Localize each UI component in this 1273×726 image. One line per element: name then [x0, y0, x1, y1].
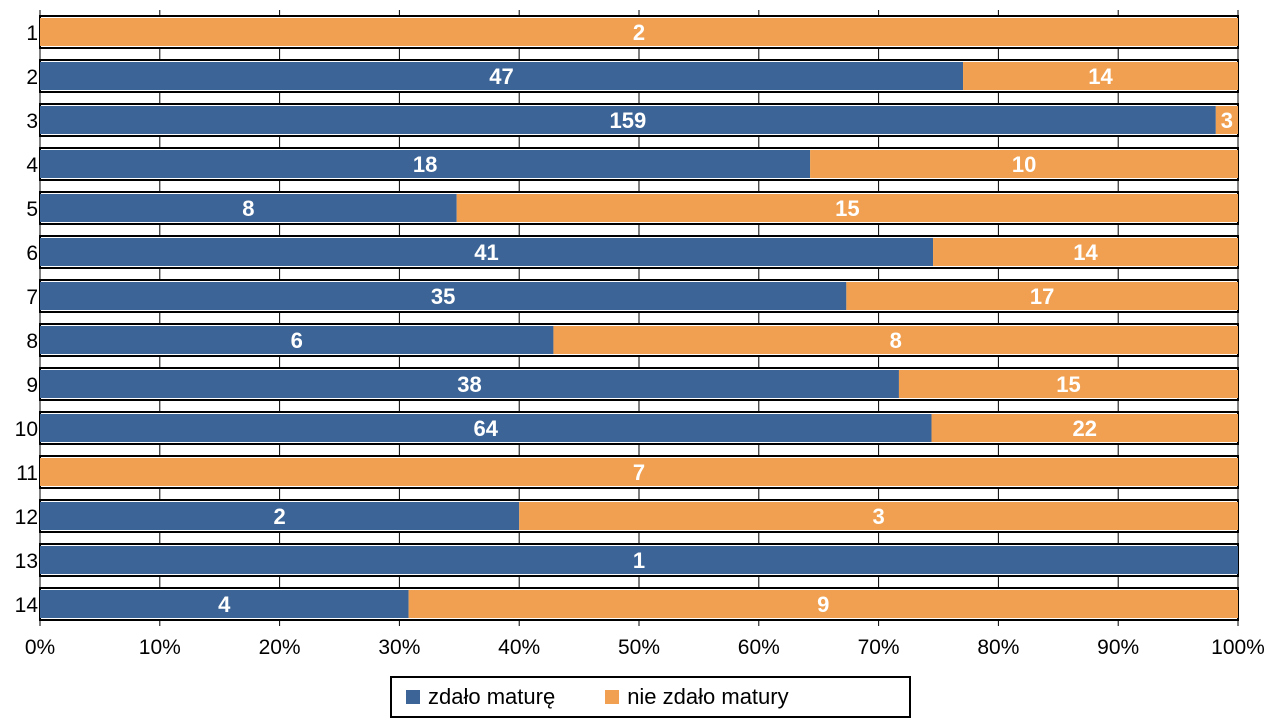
- legend-item-passed: zdało maturę: [406, 684, 555, 710]
- bar-failed-6: [933, 238, 1238, 266]
- bar-failed-9: [898, 370, 1238, 398]
- x-tick-label-70: 70%: [858, 636, 900, 659]
- category-label-5: 5: [26, 198, 38, 221]
- data-label-passed-12: 2: [273, 504, 285, 529]
- bar-passed-3: [40, 106, 1216, 134]
- category-label-7: 7: [26, 286, 38, 309]
- bar-passed-7: [40, 282, 847, 310]
- bar-failed-3: [1215, 106, 1238, 134]
- data-label-passed-9: 38: [457, 372, 481, 397]
- bar-failed-2: [963, 62, 1238, 90]
- data-label-passed-10: 64: [474, 416, 499, 441]
- data-label-failed-7: 17: [1030, 284, 1054, 309]
- category-label-3: 3: [26, 110, 38, 133]
- category-label-14: 14: [15, 594, 39, 617]
- legend-item-failed: nie zdało matury: [605, 684, 789, 710]
- data-label-failed-3: 3: [1221, 108, 1233, 133]
- data-label-failed-10: 22: [1073, 416, 1097, 441]
- bar-failed-10: [931, 414, 1238, 442]
- bar-passed-4: [40, 150, 811, 178]
- legend-label-passed: zdało maturę: [428, 684, 556, 709]
- bar-passed-14: [40, 590, 409, 618]
- data-label-passed-6: 41: [474, 240, 498, 265]
- x-tick-label-40: 40%: [498, 636, 540, 659]
- x-tick-label-90: 90%: [1097, 636, 1139, 659]
- category-label-2: 2: [26, 66, 38, 89]
- bar-failed-7: [846, 282, 1238, 310]
- bar-passed-5: [40, 194, 457, 222]
- category-label-8: 8: [26, 330, 38, 353]
- bar-failed-12: [519, 502, 1238, 530]
- x-tick-label-0: 0%: [25, 636, 55, 659]
- category-label-9: 9: [26, 374, 38, 397]
- data-label-passed-2: 47: [489, 64, 513, 89]
- data-label-failed-4: 10: [1012, 152, 1036, 177]
- data-label-passed-13: 1: [633, 548, 645, 573]
- category-label-4: 4: [26, 154, 38, 177]
- x-tick-label-50: 50%: [618, 636, 660, 659]
- bar-passed-8: [40, 326, 554, 354]
- category-label-12: 12: [15, 506, 38, 529]
- bar-passed-12: [40, 502, 520, 530]
- bar-failed-5: [456, 194, 1238, 222]
- data-label-failed-9: 15: [1056, 372, 1080, 397]
- legend-label-failed: nie zdało matury: [627, 684, 789, 709]
- legend: zdało maturę nie zdało matury: [390, 676, 911, 718]
- x-tick-label-80: 80%: [977, 636, 1019, 659]
- category-label-11: 11: [16, 462, 38, 485]
- data-label-failed-5: 15: [835, 196, 859, 221]
- x-tick-label-20: 20%: [259, 636, 301, 659]
- legend-swatch-failed: [605, 690, 620, 704]
- bar-failed-14: [408, 590, 1239, 618]
- x-tick-label-30: 30%: [378, 636, 420, 659]
- data-label-passed-8: 6: [291, 328, 303, 353]
- data-label-passed-4: 18: [413, 152, 437, 177]
- data-label-passed-14: 4: [218, 592, 231, 617]
- category-label-6: 6: [26, 242, 38, 265]
- data-label-passed-3: 159: [610, 108, 647, 133]
- category-label-10: 10: [15, 418, 38, 441]
- bar-passed-13: [40, 546, 1238, 574]
- data-label-failed-2: 14: [1088, 64, 1113, 89]
- bar-passed-6: [40, 238, 934, 266]
- bar-failed-11: [40, 458, 1238, 486]
- bar-failed-4: [810, 150, 1238, 178]
- data-label-failed-14: 9: [817, 592, 829, 617]
- bar-passed-10: [40, 414, 932, 442]
- category-label-1: 1: [26, 22, 38, 45]
- x-tick-label-10: 10%: [139, 636, 181, 659]
- data-label-failed-11: 7: [633, 460, 645, 485]
- data-label-failed-8: 8: [890, 328, 902, 353]
- data-label-failed-1: 2: [633, 20, 645, 45]
- data-label-failed-12: 3: [872, 504, 884, 529]
- x-tick-label-60: 60%: [738, 636, 780, 659]
- legend-swatch-passed: [406, 690, 420, 704]
- data-label-passed-7: 35: [431, 284, 455, 309]
- bar-passed-9: [40, 370, 899, 398]
- bar-passed-2: [40, 62, 964, 90]
- x-tick-label-100: 100%: [1211, 636, 1265, 659]
- bar-failed-1: [40, 18, 1238, 46]
- data-label-failed-6: 14: [1073, 240, 1098, 265]
- data-label-passed-5: 8: [242, 196, 254, 221]
- category-label-13: 13: [15, 550, 38, 573]
- bar-failed-8: [553, 326, 1238, 354]
